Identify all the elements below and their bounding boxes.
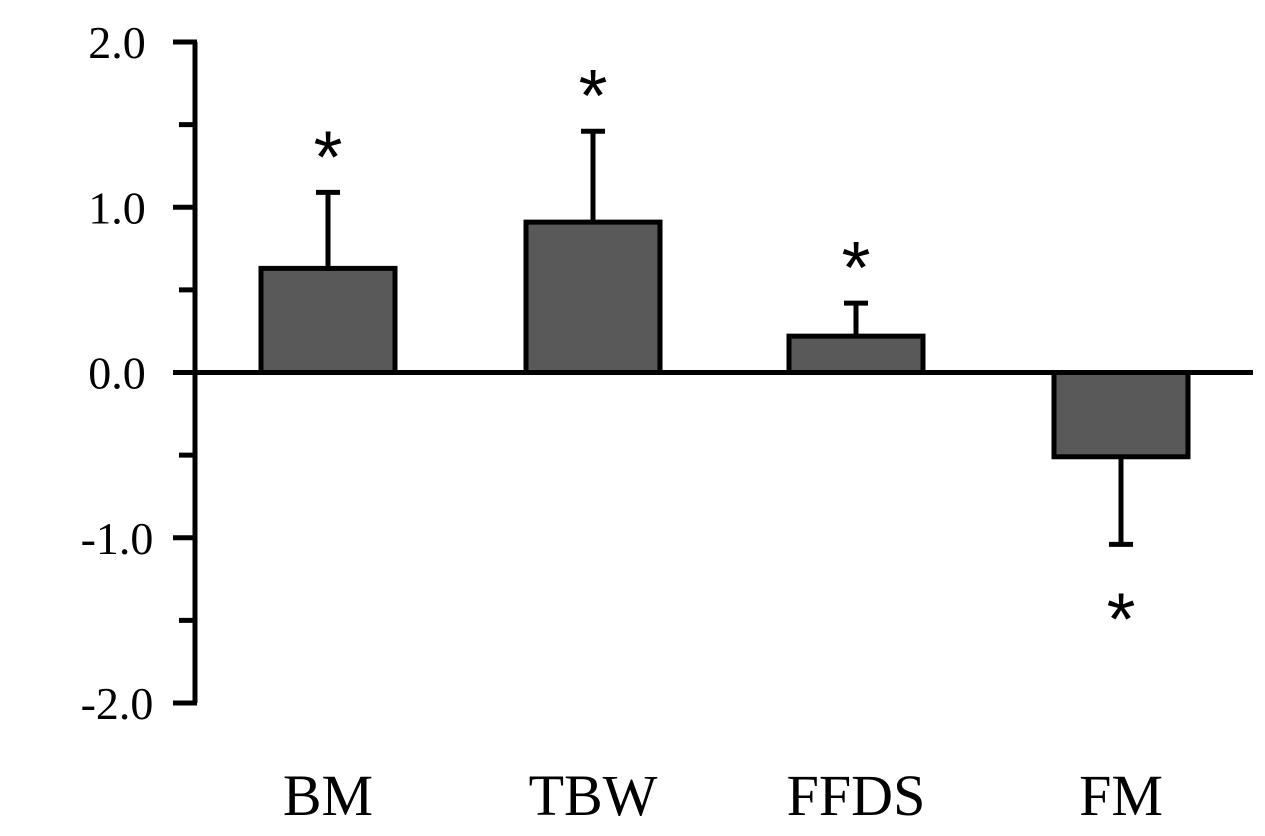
significance-asterisk: * <box>1107 577 1136 660</box>
bar-tbw <box>523 219 663 375</box>
y-tick-label: 2.0 <box>88 17 146 68</box>
y-tick-label: -2.0 <box>81 678 154 729</box>
y-tick-label: -1.0 <box>81 513 154 564</box>
category-label: BM <box>283 763 373 828</box>
category-labels: BM TBW FFDS FM <box>283 763 1163 828</box>
significance-asterisk: * <box>314 115 343 198</box>
y-axis: 2.0 1.0 0.0 -1.0 -2.0 <box>81 17 198 729</box>
category-label: FFDS <box>787 763 926 828</box>
bar-bm <box>258 265 398 375</box>
significance-asterisk: * <box>579 54 608 137</box>
y-tick-label: 0.0 <box>88 348 146 399</box>
y-tick-label: 1.0 <box>88 182 146 233</box>
bar-fm <box>1051 370 1191 460</box>
category-label: FM <box>1079 763 1163 828</box>
bars: * * * * <box>258 54 1191 660</box>
bar-ffds <box>786 333 926 375</box>
significance-asterisk: * <box>842 226 871 309</box>
category-label: TBW <box>529 763 658 828</box>
